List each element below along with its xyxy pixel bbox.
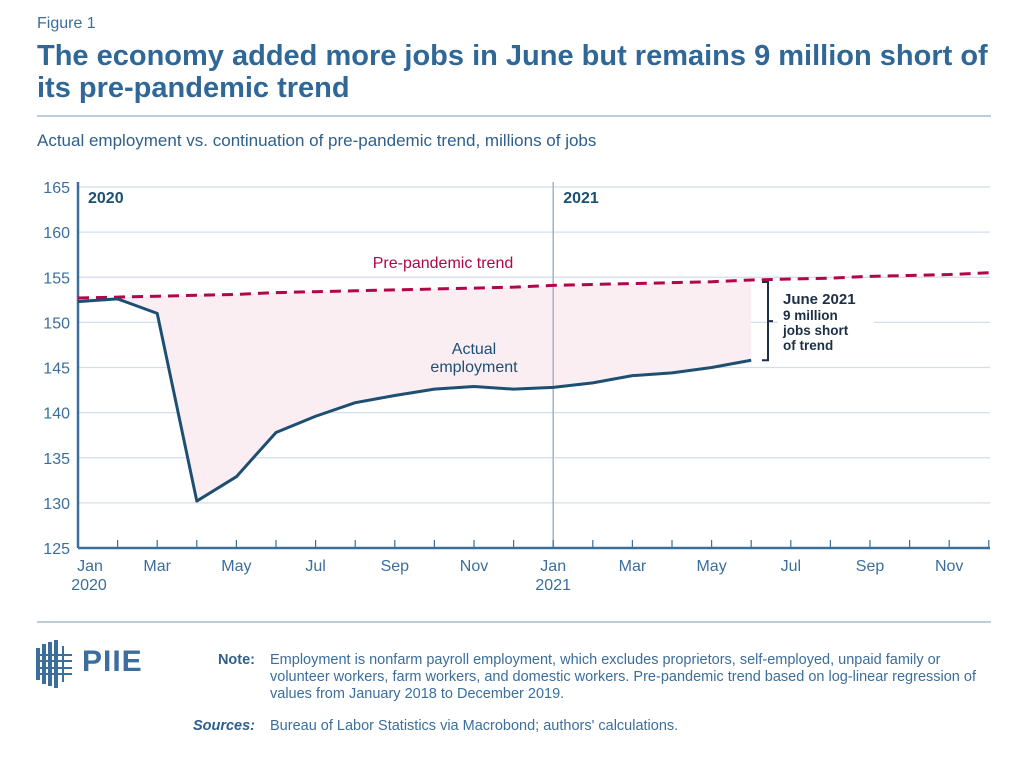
x-tick-label: Jan	[540, 558, 566, 575]
x-tick-label: Nov	[935, 558, 963, 575]
y-tick-label: 130	[43, 496, 70, 513]
annotation-text: 9 million	[783, 308, 838, 323]
x-tick-year: 2021	[535, 577, 571, 594]
x-tick-label: Sep	[381, 558, 410, 575]
x-tick-year: 2020	[71, 577, 107, 594]
y-tick-label: 150	[43, 315, 70, 332]
x-tick-label: May	[696, 558, 726, 575]
x-tick-label: Mar	[143, 558, 171, 575]
annotation-title: June 2021	[783, 291, 856, 308]
chart-subtitle: Actual employment vs. continuation of pr…	[37, 131, 597, 150]
piie-logo-text: PIIE	[82, 645, 143, 678]
y-tick-label: 160	[43, 225, 70, 242]
divider	[37, 115, 991, 117]
x-tick-label: Sep	[856, 558, 885, 575]
year-marker: 2020	[88, 190, 124, 207]
piie-logo-icon	[36, 640, 72, 688]
y-tick-label: 125	[43, 541, 70, 558]
y-tick-label: 140	[43, 406, 70, 423]
actual-employment-line	[77, 297, 752, 503]
y-tick-label: 145	[43, 361, 70, 378]
actual-label-line2: employment	[430, 359, 518, 376]
trend-line	[77, 271, 989, 300]
x-tick-label: Mar	[619, 558, 647, 575]
annotation-text: of trend	[783, 338, 833, 353]
y-tick-label: 165	[43, 180, 70, 197]
x-tick-label: Jan	[77, 558, 103, 575]
x-tick-label: May	[221, 558, 251, 575]
note-text: Employment is nonfarm payroll employment…	[270, 652, 976, 702]
x-tick-label: Nov	[460, 558, 488, 575]
divider	[37, 621, 991, 623]
annotation-background	[778, 287, 874, 359]
y-tick-label: 135	[43, 451, 70, 468]
annotation-text: jobs short	[782, 323, 849, 338]
y-tick-label: 155	[43, 270, 70, 287]
actual-label-line1: Actual	[452, 341, 496, 358]
sources-text: Bureau of Labor Statistics via Macrobond…	[270, 718, 679, 734]
sources-label: Sources:	[192, 718, 255, 734]
gap-bracket	[762, 280, 773, 362]
trend-label: Pre-pandemic trend	[373, 255, 514, 272]
x-tick-label: Jul	[781, 558, 801, 575]
figure-label: Figure 1	[37, 15, 96, 32]
note-label: Note:	[217, 652, 255, 668]
x-tick-label: Jul	[305, 558, 325, 575]
year-marker: 2021	[563, 190, 599, 207]
gap-area	[78, 279, 752, 502]
chart-title: The economy added more jobs in June but …	[37, 40, 988, 104]
